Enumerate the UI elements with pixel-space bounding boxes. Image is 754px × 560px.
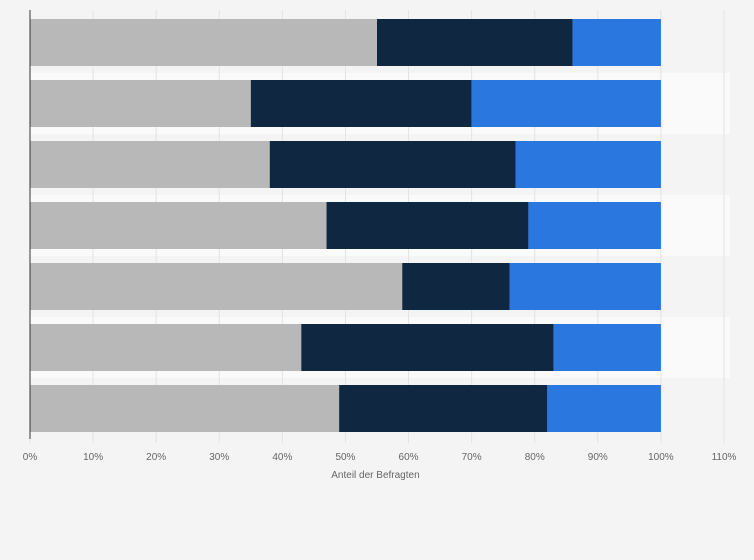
x-tick-label: 40% [272, 452, 292, 463]
x-tick-label: 90% [588, 452, 608, 463]
x-tick-label: 30% [209, 452, 229, 463]
bar-segment [509, 263, 661, 310]
x-tick-label: 80% [525, 452, 545, 463]
x-tick-label: 10% [83, 452, 103, 463]
x-tick-label: 110% [712, 452, 737, 463]
bar-segment [30, 141, 270, 188]
bar-segment [572, 19, 661, 66]
bar-segment [515, 141, 661, 188]
bar-segment [339, 385, 548, 432]
bar-segment [30, 80, 251, 127]
x-axis-title: Anteil der Befragten [331, 470, 419, 481]
bar-segment [301, 324, 554, 371]
bar-segment [402, 263, 510, 310]
bar-segment [269, 141, 516, 188]
bar-segment [528, 202, 661, 249]
bar-segment [30, 324, 302, 371]
bar-segment [553, 324, 661, 371]
x-tick-label: 20% [146, 452, 166, 463]
bar-segment [471, 80, 661, 127]
x-tick-labels: 0% 10% 20% 30% 40% 50% 60% 70% 80% 90% 100% 110% [23, 452, 737, 463]
x-tick-label: 50% [335, 452, 355, 463]
bar-segment [547, 385, 661, 432]
bar-segment [30, 385, 340, 432]
bars [30, 19, 661, 432]
bar-segment [30, 19, 377, 66]
bar-segment [326, 202, 529, 249]
bar-segment [30, 202, 327, 249]
x-tick-label: 70% [462, 452, 482, 463]
x-tick-label: 100% [648, 452, 674, 463]
bar-segment [377, 19, 573, 66]
x-tick-label: 60% [399, 452, 419, 463]
x-tick-label: 0% [23, 452, 38, 463]
bar-segment [250, 80, 472, 127]
bar-segment [30, 263, 403, 310]
